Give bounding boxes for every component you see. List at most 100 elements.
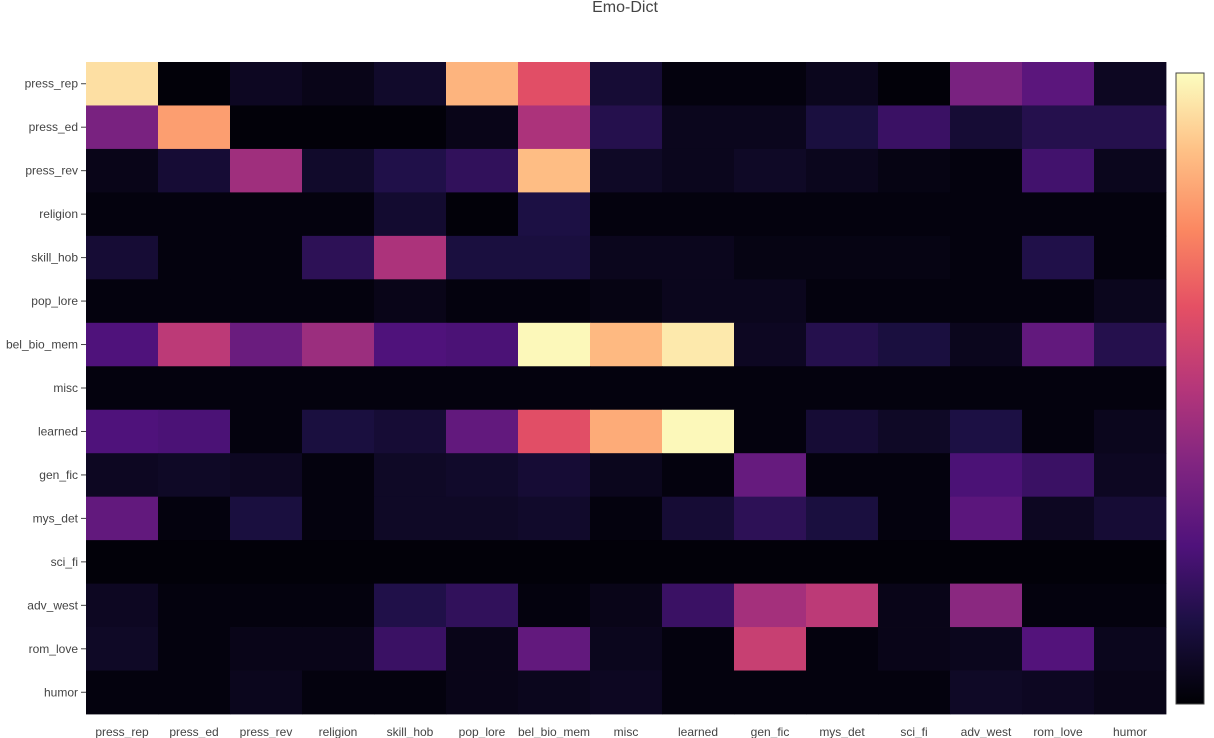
heatmap-cell (1022, 453, 1095, 498)
heatmap-cell (446, 670, 519, 715)
heatmap-cell (302, 453, 375, 498)
heatmap-cell (86, 496, 159, 541)
heatmap-cell (374, 62, 447, 106)
heatmap-cell (230, 322, 303, 367)
heatmap-cell (662, 583, 735, 628)
heatmap-cell (806, 496, 879, 541)
y-axis-tick-labels: press_rep press_ed press_rev religion skill_… (6, 77, 86, 699)
heatmap-cell (230, 148, 303, 193)
y-axis-tick-label: press_rep (25, 77, 79, 91)
heatmap-cell (590, 670, 663, 715)
heatmap-cell (1022, 540, 1095, 584)
heatmap-cell (734, 496, 807, 541)
heatmap-cell (806, 192, 879, 237)
colorbar-gradient (1175, 72, 1205, 705)
heatmap-cell (590, 235, 663, 280)
heatmap-cell (950, 670, 1023, 715)
heatmap-cell (374, 279, 447, 324)
heatmap-cell (302, 105, 375, 150)
heatmap-cell (446, 192, 519, 237)
heatmap-cell (662, 105, 735, 150)
heatmap-cell (1094, 540, 1167, 584)
heatmap-cell (1094, 148, 1167, 193)
chart-title: Emo-Dict (592, 0, 658, 16)
heatmap-cell (230, 453, 303, 498)
x-axis-tick-label: misc (614, 725, 639, 738)
heatmap-cell (158, 409, 231, 454)
heatmap-cell (158, 366, 231, 411)
heatmap-cell (158, 148, 231, 193)
y-axis-tick-label: mys_det (33, 511, 79, 525)
heatmap-cell (662, 409, 735, 454)
heatmap-cell (1022, 62, 1095, 106)
heatmap-cell (518, 540, 591, 584)
heatmap-cell (806, 453, 879, 498)
heatmap-cell (158, 279, 231, 324)
heatmap-cell (446, 148, 519, 193)
y-axis-tick-label: gen_fic (39, 468, 78, 482)
heatmap-cell (518, 453, 591, 498)
heatmap-cell (590, 409, 663, 454)
heatmap-cell (662, 670, 735, 715)
heatmap-cell (734, 670, 807, 715)
heatmap-cell (86, 322, 159, 367)
heatmap-cell (86, 366, 159, 411)
y-axis-tick-label: learned (38, 424, 78, 438)
heatmap-cell (878, 670, 951, 715)
heatmap-cell (158, 105, 231, 150)
heatmap-cell (662, 453, 735, 498)
heatmap-cell (734, 62, 807, 106)
heatmap-cell (86, 62, 159, 106)
heatmap-cell (374, 192, 447, 237)
x-axis-tick-label: bel_bio_mem (518, 725, 590, 738)
heatmap-cell (806, 105, 879, 150)
heatmap-cell (158, 62, 231, 106)
heatmap-cell (734, 279, 807, 324)
heatmap-cell (878, 235, 951, 280)
heatmap-cell (662, 322, 735, 367)
heatmap-cell (950, 105, 1023, 150)
heatmap-cell (302, 235, 375, 280)
colorbar (1175, 72, 1205, 705)
heatmap-cell (374, 105, 447, 150)
heatmap-cell (86, 583, 159, 628)
y-axis-tick-label: press_ed (29, 120, 78, 134)
heatmap-cell (374, 366, 447, 411)
heatmap-cell (662, 627, 735, 671)
y-axis-tick-label: religion (39, 207, 78, 221)
y-axis-tick-label: misc (53, 381, 78, 395)
heatmap-cell (1094, 670, 1167, 715)
heatmap-cell (806, 279, 879, 324)
heatmap-cell (734, 105, 807, 150)
heatmap-cell (590, 453, 663, 498)
heatmap-cell (302, 409, 375, 454)
heatmap-cell (302, 583, 375, 628)
heatmap-cell (590, 627, 663, 671)
heatmap-cell (446, 366, 519, 411)
heatmap-cell (446, 453, 519, 498)
y-axis-tick-label: press_rev (25, 164, 78, 178)
heatmap-cell (878, 453, 951, 498)
heatmap-cell (590, 583, 663, 628)
heatmap-cell (662, 235, 735, 280)
y-axis-tick-label: skill_hob (31, 251, 78, 265)
heatmap-cell (86, 148, 159, 193)
heatmap-cell (590, 279, 663, 324)
y-axis-tick-label: pop_lore (31, 294, 78, 308)
x-axis-tick-label: learned (678, 725, 718, 738)
heatmap-cell (662, 148, 735, 193)
heatmap-cell (1022, 279, 1095, 324)
heatmap-cell (302, 366, 375, 411)
heatmap-cell (878, 496, 951, 541)
heatmap-cell (734, 627, 807, 671)
heatmap-cell (1022, 366, 1095, 411)
heatmap-cell (806, 235, 879, 280)
heatmap-cell (662, 366, 735, 411)
heatmap-cell (446, 235, 519, 280)
heatmap-cell (158, 496, 231, 541)
x-axis-tick-label: sci_fi (900, 725, 927, 738)
heatmap-cell (230, 235, 303, 280)
y-axis-tick-label: bel_bio_mem (6, 338, 78, 352)
heatmap-cell (1022, 148, 1095, 193)
